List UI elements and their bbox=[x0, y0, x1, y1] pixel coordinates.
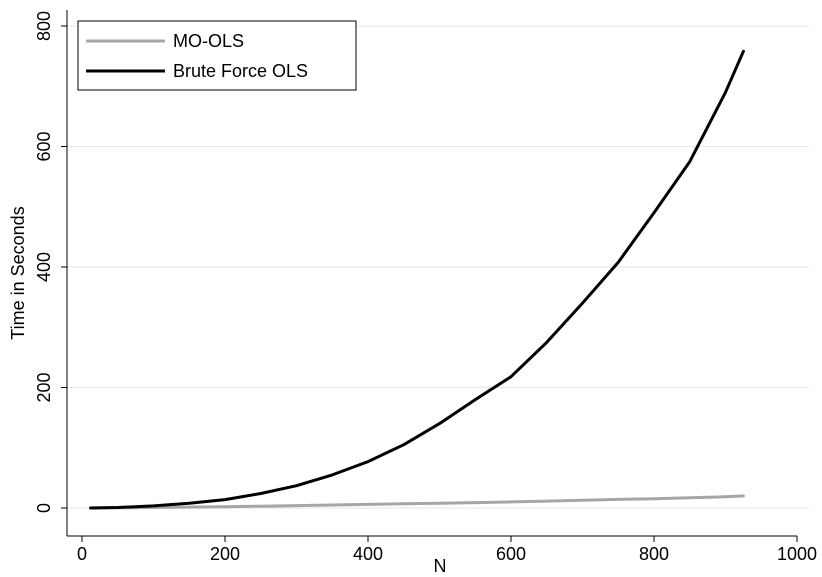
y-tick-label-0: 0 bbox=[34, 503, 54, 513]
legend-box bbox=[77, 20, 357, 91]
x-tick-label-200: 200 bbox=[210, 544, 240, 564]
y-tick-label-800: 800 bbox=[34, 11, 54, 41]
x-axis-ticks: 0 200 400 600 800 1000 bbox=[77, 536, 817, 564]
legend: MO-OLS Brute Force OLS bbox=[77, 20, 357, 91]
series-line-brute-force-ols bbox=[89, 49, 745, 510]
series-lines bbox=[89, 49, 745, 510]
legend-label-mo-ols: MO-OLS bbox=[173, 31, 244, 51]
y-axis-title: Time in Seconds bbox=[8, 206, 28, 339]
x-tick-label-1000: 1000 bbox=[777, 544, 817, 564]
legend-label-brute-force-ols: Brute Force OLS bbox=[173, 61, 308, 81]
x-tick-label-0: 0 bbox=[77, 544, 87, 564]
y-tick-label-200: 200 bbox=[34, 372, 54, 402]
y-tick-label-400: 400 bbox=[34, 252, 54, 282]
x-tick-label-400: 400 bbox=[353, 544, 383, 564]
x-axis-title: N bbox=[434, 556, 447, 576]
x-tick-label-600: 600 bbox=[496, 544, 526, 564]
y-axis-ticks: 0 200 400 600 800 bbox=[34, 11, 67, 513]
series-line-mo-ols bbox=[89, 494, 745, 510]
x-tick-label-800: 800 bbox=[639, 544, 669, 564]
y-tick-label-600: 600 bbox=[34, 131, 54, 161]
